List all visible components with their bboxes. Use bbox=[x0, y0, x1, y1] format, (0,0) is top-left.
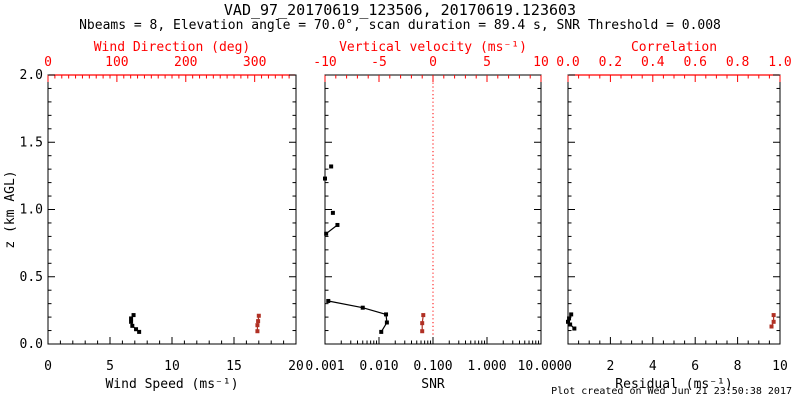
top-tick-label: 0 bbox=[429, 55, 437, 70]
top-tick-label: 200 bbox=[174, 55, 197, 70]
wind-speed-series bbox=[129, 313, 142, 334]
top-tick-label: 1.0 bbox=[768, 55, 791, 70]
bottom-tick-label: 10 bbox=[164, 359, 180, 374]
bottom-tick-label: 15 bbox=[226, 359, 242, 374]
wind-direction-point bbox=[256, 319, 261, 324]
top-tick-label: 100 bbox=[105, 55, 128, 70]
wind-speed-point bbox=[130, 323, 135, 328]
bottom-tick-label: 20 bbox=[288, 359, 304, 374]
top-tick-label: 0.4 bbox=[641, 55, 665, 70]
plot-subtitle: Nbeams = 8, Elevation angle = 70.0°, sca… bbox=[79, 18, 721, 33]
snr-point bbox=[360, 305, 365, 310]
snr-point bbox=[384, 320, 389, 325]
snr-point bbox=[326, 298, 331, 303]
top-tick-label: 5 bbox=[483, 55, 491, 70]
top-tick-label: 0 bbox=[44, 55, 52, 70]
correlation-point bbox=[771, 319, 776, 324]
y-tick-label: 0.5 bbox=[20, 270, 43, 285]
bottom-tick-label: 0.010 bbox=[359, 359, 398, 374]
snr-point bbox=[323, 176, 327, 181]
bottom-tick-label: 10.000 bbox=[518, 359, 565, 374]
y-tick-label: 1.0 bbox=[20, 203, 43, 218]
vertical-velocity-point bbox=[421, 313, 426, 318]
bottom-tick-label: 0 bbox=[44, 359, 52, 374]
bottom-tick-label: 0 bbox=[564, 359, 572, 374]
snr-line bbox=[328, 300, 388, 333]
wind-panel-top-axis-title: Wind Direction (deg) bbox=[94, 40, 251, 55]
snr-panel-bottom-axis-title: SNR bbox=[421, 377, 445, 392]
y-tick-label: 0.0 bbox=[20, 337, 43, 352]
bottom-tick-label: 4 bbox=[649, 359, 657, 374]
bottom-tick-label: 1.000 bbox=[467, 359, 506, 374]
residual-point bbox=[572, 326, 577, 331]
bottom-tick-label: 10 bbox=[772, 359, 788, 374]
top-tick-label: -5 bbox=[371, 55, 387, 70]
wind-speed-point bbox=[129, 319, 134, 324]
bottom-tick-label: 5 bbox=[106, 359, 114, 374]
snr-point bbox=[329, 164, 334, 169]
correlation-point bbox=[771, 313, 776, 318]
top-tick-label: 0.8 bbox=[726, 55, 749, 70]
residual-point bbox=[569, 312, 574, 317]
wind-panel-bottom-axis-title: Wind Speed (ms⁻¹) bbox=[105, 377, 238, 392]
snr-series bbox=[323, 164, 389, 334]
wind-direction-point bbox=[256, 313, 261, 318]
top-tick-label: 0.2 bbox=[599, 55, 622, 70]
wind-speed-point bbox=[131, 313, 136, 318]
residual-point bbox=[566, 319, 570, 324]
residual-panel: 0 2 4 6 8 10 Residual (ms⁻¹) 0.0 0.2 0.4 0.6 0.8 1.0… bbox=[556, 40, 791, 392]
residual-point bbox=[567, 316, 572, 321]
top-tick-label: 0.6 bbox=[683, 55, 706, 70]
wind-panel-frame bbox=[47, 74, 297, 345]
snr-point bbox=[335, 222, 340, 227]
residual-series bbox=[566, 312, 577, 331]
snr-point bbox=[324, 231, 329, 236]
residual-panel-top-axis-title: Correlation bbox=[631, 40, 717, 55]
bottom-tick-label: 0.100 bbox=[413, 359, 452, 374]
correlation-point bbox=[769, 324, 774, 329]
correlation-series bbox=[769, 313, 776, 329]
vertical-velocity-point bbox=[420, 321, 425, 326]
wind-speed-point bbox=[134, 327, 139, 332]
wind-direction-line bbox=[256, 315, 260, 332]
vertical-velocity-series bbox=[420, 313, 426, 334]
residual-panel-frame bbox=[567, 74, 781, 345]
y-axis-title: z (km AGL) bbox=[3, 170, 18, 248]
plot-title: VAD_97_20170619_123506, 20170619.123603 bbox=[223, 1, 577, 19]
bottom-tick-label: 8 bbox=[734, 359, 742, 374]
wind-speed-point bbox=[137, 329, 142, 334]
bottom-tick-label: 2 bbox=[606, 359, 614, 374]
top-tick-label: 0.0 bbox=[556, 55, 579, 70]
snr-point bbox=[379, 329, 384, 334]
y-tick-label: 1.5 bbox=[20, 135, 43, 150]
top-tick-label: 300 bbox=[243, 55, 266, 70]
bottom-tick-label: 6 bbox=[691, 359, 699, 374]
bottom-tick-label: 0.001 bbox=[305, 359, 344, 374]
snr-point bbox=[384, 312, 389, 317]
wind-speed-point bbox=[129, 316, 134, 321]
snr-panel-top-axis-title: Vertical velocity (ms⁻¹) bbox=[339, 40, 527, 55]
snr-point bbox=[330, 210, 335, 215]
top-tick-label: 10 bbox=[533, 55, 549, 70]
wind-direction-point bbox=[255, 323, 260, 328]
residual-panel-bottom-axis-title: Residual (ms⁻¹) bbox=[615, 377, 732, 392]
creation-timestamp: Plot created on Wed Jun 21 23:50:38 2017 bbox=[551, 386, 792, 397]
residual-point bbox=[568, 322, 573, 327]
snr-panel: 0.001 0.010 0.100 1.000 10.000 SNR -10 -5 0 5 10 Ve… bbox=[305, 40, 564, 392]
vertical-velocity-point bbox=[420, 329, 425, 334]
wind-direction-point bbox=[255, 329, 260, 334]
top-tick-label: -10 bbox=[313, 55, 336, 70]
plot-header: VAD_97_20170619_123506, 20170619.123603 … bbox=[0, 2, 800, 33]
y-tick-label: 2.0 bbox=[20, 68, 43, 83]
wind-direction-series bbox=[255, 313, 261, 334]
wind-panel: 0 5 10 15 20 Wind Speed (ms⁻¹) 0 100 200 300Wind … bbox=[20, 40, 304, 392]
